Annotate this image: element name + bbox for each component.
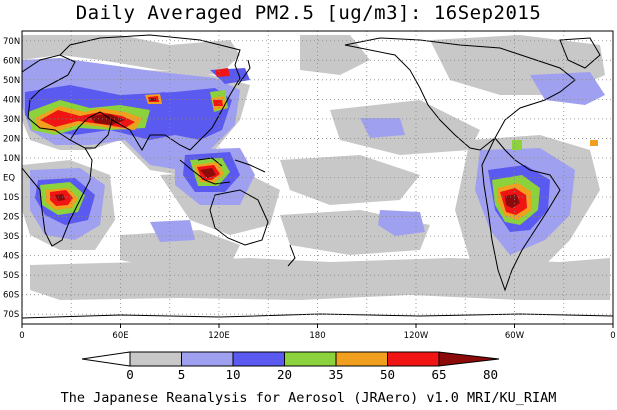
lon-label: 0 [19, 331, 24, 341]
lon-label: 0 [610, 331, 615, 341]
colorbar-bin [129, 351, 182, 367]
colorbar: 0 5 10 20 35 50 65 80 [81, 351, 500, 382]
colorbar-tick-label: 10 [225, 367, 240, 382]
lat-label: 30S [3, 232, 19, 242]
lat-label: 60N [3, 56, 20, 66]
lat-label: 70S [3, 310, 19, 320]
graticule [22, 31, 613, 324]
colorbar-bin [335, 351, 388, 367]
lat-label: 20S [3, 213, 19, 223]
colorbar-bin [284, 351, 337, 367]
lat-label: 20N [3, 134, 20, 144]
lon-label: 60E [112, 331, 128, 341]
colorbar-min-arrow [81, 351, 131, 367]
map-title: Daily Averaged PM2.5 [ug/m3]: 16Sep2015 [75, 2, 542, 24]
colorbar-bin [181, 351, 234, 367]
colorbar-tick-label: 50 [380, 367, 395, 382]
lat-label: 70N [3, 37, 20, 47]
lat-label: 50S [3, 271, 19, 281]
longitude-labels: 0 60E 120E 180 120W 60W 0 [19, 324, 616, 341]
coastlines [22, 34, 613, 319]
lon-label: 180 [309, 331, 325, 341]
lat-label: 10N [3, 154, 20, 164]
lat-label: 60S [3, 291, 19, 301]
lon-label: 120E [208, 331, 230, 341]
colorbar-tick-label: 65 [431, 367, 446, 382]
lat-label: 40N [3, 95, 20, 105]
colorbar-max-arrow [438, 351, 500, 367]
footer-credit: The Japanese Reanalysis for Aerosol (JRA… [60, 390, 557, 406]
colorbar-tick-label: 0 [126, 367, 134, 382]
lat-label: 30N [3, 115, 20, 125]
lat-label: 40S [3, 252, 19, 262]
colorbar-tick-label: 20 [277, 367, 292, 382]
lat-label: EQ [3, 174, 15, 184]
lat-label: 10S [3, 193, 19, 203]
colorbar-bin [387, 351, 440, 367]
colorbar-tick-label: 35 [328, 367, 343, 382]
pm25-field [22, 35, 610, 300]
colorbar-bin [232, 351, 285, 367]
lon-label: 60W [505, 331, 525, 341]
colorbar-tick-label: 80 [483, 367, 498, 382]
latitude-labels: 70N 60N 50N 40N 30N 20N 10N EQ 10S 20S 30S 40S 50S 60… [3, 37, 20, 320]
lon-label: 120W [404, 331, 429, 341]
colorbar-tick-label: 5 [178, 367, 186, 382]
lat-label: 50N [3, 76, 20, 86]
